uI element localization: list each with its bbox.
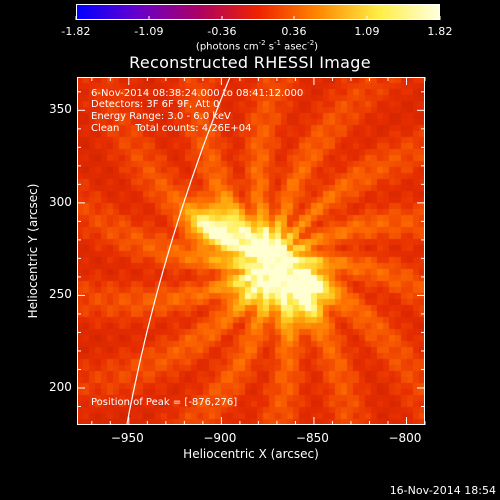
colorbar-ticks [75,16,441,20]
x-axis-label: Heliocentric X (arcsec) [183,447,319,461]
colorbar-tick-label: 1.82 [427,25,453,38]
colorbar-tick-label: 1.09 [354,25,380,38]
colorbar [76,4,440,20]
y-tick-label: 250 [49,287,72,302]
info-line-energy: Energy Range: 3.0 - 6.0 keV [91,111,231,122]
colorbar-tick-label: -1.82 [61,25,91,38]
info-line-clean: Clean Total counts: 4.26E+04 [91,123,252,134]
solar-limb-layer [126,77,231,425]
xray-image [77,77,425,425]
y-tick-label: 350 [49,102,72,117]
info-line-detectors: Detectors: 3F 6F 9F, Att 0 [91,99,220,110]
y-tick-label: 200 [49,379,72,394]
solar-limb-line [126,77,231,425]
x-tick-label: −900 [203,431,237,445]
peak-position-label: Position of Peak = [-876,276] [91,397,238,408]
y-axis-label: Heliocentric Y (arcsec) [26,183,40,319]
info-line-time: 6-Nov-2014 08:38:24.000 to 08:41:12.000 [91,88,304,99]
colorbar-tick-label: -0.36 [207,25,237,38]
plot-area: 6-Nov-2014 08:38:24.000 to 08:41:12.000 … [77,77,425,425]
colorbar-units: (photons cm-2 s-1 asec-2) [195,39,319,53]
figure-title: Reconstructed RHESSI Image [129,53,371,72]
x-tick-label: −950 [110,431,144,445]
x-tick-label: −850 [295,431,329,445]
timestamp-footer: 16-Nov-2014 18:54 [389,484,496,497]
x-tick-label: −800 [388,431,422,445]
colorbar-tick-label: -1.09 [134,25,164,38]
y-tick-label: 300 [49,194,72,209]
colorbar-tick-label: 0.36 [281,25,307,38]
